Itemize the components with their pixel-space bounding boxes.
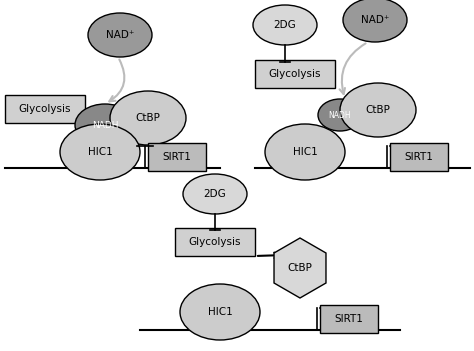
Ellipse shape bbox=[110, 91, 186, 145]
Text: 2DG: 2DG bbox=[273, 20, 296, 30]
Bar bbox=[175, 228, 255, 256]
Text: CtBP: CtBP bbox=[136, 113, 160, 123]
Text: SIRT1: SIRT1 bbox=[163, 152, 191, 162]
Text: NAD⁺: NAD⁺ bbox=[106, 30, 134, 40]
Bar bbox=[320, 305, 378, 333]
Ellipse shape bbox=[265, 124, 345, 180]
Text: HIC1: HIC1 bbox=[208, 307, 232, 317]
Bar bbox=[5, 95, 85, 123]
Text: NADH: NADH bbox=[328, 111, 351, 119]
Bar bbox=[148, 143, 206, 171]
Ellipse shape bbox=[88, 13, 152, 57]
Ellipse shape bbox=[340, 83, 416, 137]
Text: Glycolysis: Glycolysis bbox=[269, 69, 321, 79]
Ellipse shape bbox=[253, 5, 317, 45]
Text: 2DG: 2DG bbox=[204, 189, 227, 199]
Ellipse shape bbox=[343, 0, 407, 42]
Text: CtBP: CtBP bbox=[365, 105, 391, 115]
Text: Glycolysis: Glycolysis bbox=[19, 104, 71, 114]
Bar bbox=[390, 143, 448, 171]
Polygon shape bbox=[274, 238, 326, 298]
Text: NAD⁺: NAD⁺ bbox=[361, 15, 389, 25]
Text: SIRT1: SIRT1 bbox=[335, 314, 364, 324]
Ellipse shape bbox=[180, 284, 260, 340]
Text: Glycolysis: Glycolysis bbox=[189, 237, 241, 247]
Ellipse shape bbox=[183, 174, 247, 214]
Text: NADH: NADH bbox=[92, 120, 118, 130]
Text: SIRT1: SIRT1 bbox=[405, 152, 433, 162]
Ellipse shape bbox=[60, 124, 140, 180]
Text: CtBP: CtBP bbox=[288, 263, 312, 273]
Text: HIC1: HIC1 bbox=[292, 147, 318, 157]
Bar bbox=[255, 60, 335, 88]
Ellipse shape bbox=[318, 99, 362, 131]
Ellipse shape bbox=[75, 104, 135, 146]
Text: HIC1: HIC1 bbox=[88, 147, 112, 157]
